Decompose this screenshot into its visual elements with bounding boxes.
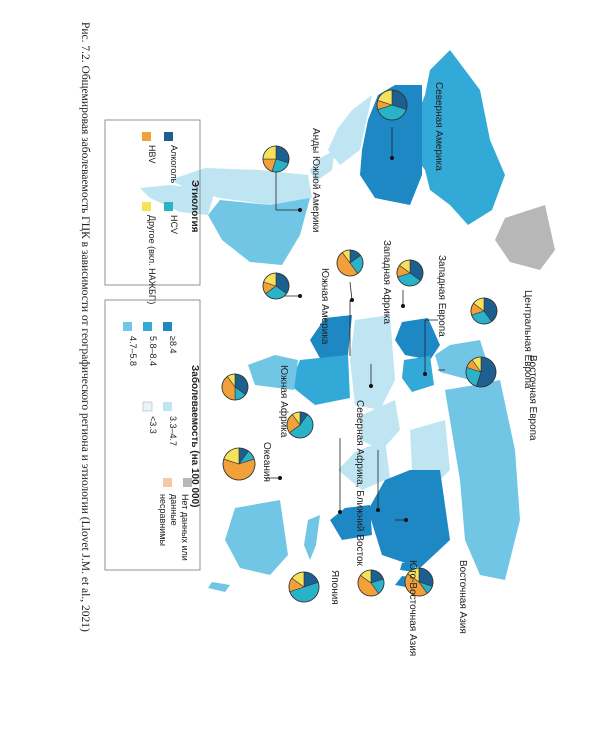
pie-outline — [396, 259, 424, 287]
swatch-inc-58-84 — [143, 322, 152, 331]
region-label: Анды Южной Америки — [310, 128, 321, 232]
swatch-inc-33-47 — [163, 402, 172, 411]
legend-label: Нет данных или данные несравнимы — [158, 494, 190, 561]
legend-label: <3.3 — [148, 416, 158, 434]
pie-western-africa — [336, 249, 364, 277]
legend-label: 5.8–8.4 — [148, 336, 158, 366]
map-region-central-africa — [290, 355, 350, 405]
region-label: Океания — [261, 442, 272, 482]
region-label: Южная Америка — [319, 268, 330, 345]
swatch-no-data — [183, 478, 192, 487]
world-map — [140, 50, 555, 592]
map-region-russia — [445, 380, 520, 580]
pie-southern-africa — [221, 373, 249, 401]
legend-label: 4.7–5.8 — [128, 336, 138, 366]
swatch-alcohol — [164, 132, 173, 141]
leader-dots — [278, 156, 427, 522]
region-label: Южная Африка — [278, 365, 290, 438]
pie-outline — [465, 356, 497, 388]
legend-etiology: Этиология Алкоголь HCV HBV Другое (вкл. … — [104, 119, 201, 304]
pie-outline — [262, 145, 290, 173]
pie-outline — [222, 447, 256, 481]
pie-western-europe — [396, 259, 424, 287]
pie-outline — [336, 249, 364, 277]
swatch-inc-47-58 — [123, 322, 132, 331]
pie-central-europe — [470, 297, 498, 325]
map-region-indonesia — [304, 515, 320, 560]
legend-etiology-box — [104, 119, 201, 286]
pie-outline — [470, 297, 498, 325]
legend-label: Алкоголь — [169, 145, 179, 183]
legend-label: HBV — [147, 145, 157, 164]
map-region-brazil — [208, 198, 310, 265]
pie-outline — [286, 411, 314, 439]
pie-eastern-europe — [465, 356, 497, 388]
pie-southeast-asia — [357, 569, 385, 597]
swatch-other — [142, 202, 151, 211]
region-label: Западная Европа — [436, 255, 447, 337]
legend-incidence-title: Заболеваемость (на 100 000) — [189, 365, 201, 507]
pie-outline — [357, 569, 385, 597]
figure-caption: Рис. 7.2. Общемировая заболеваемость ГЦК… — [79, 22, 91, 632]
region-label: Западная Африка — [381, 240, 393, 324]
pie-japan — [288, 571, 320, 603]
map-region-central-america — [310, 150, 335, 182]
swatch-inc-lt33 — [142, 401, 153, 412]
map-region-central-europe — [402, 356, 434, 392]
map-region-andes — [170, 168, 312, 205]
region-label: Восточная Азия — [457, 560, 468, 634]
legend-no-data-wrap: Нет данных или данные несравнимы — [158, 494, 190, 561]
map-region-west-africa — [310, 315, 352, 362]
region-label: Северная Америка — [433, 82, 444, 171]
map-region-canada — [410, 50, 505, 225]
legend-label: 3.3–4.7 — [168, 416, 178, 446]
pie-oceania — [222, 447, 256, 481]
map-region-australia — [225, 500, 288, 575]
pie-north-africa-middle-east — [286, 411, 314, 439]
legend-label: Другое (вкл. НАЖБП) — [147, 215, 157, 304]
pie-outline — [221, 373, 249, 401]
region-label: Восточная Европа — [527, 355, 538, 441]
pie-outline — [376, 89, 408, 121]
pie-north-america — [376, 89, 408, 121]
pie-outline — [288, 571, 320, 603]
pie-outline — [404, 567, 434, 597]
pie-andean-latin-america — [262, 145, 290, 173]
legend-incidence-items: ≥8.4 5.8–8.4 4.7–5.8 3.3–4.7 <3.3 Нет да… — [123, 322, 192, 561]
legend-label: HCV — [169, 215, 179, 234]
map-region-middle-east — [360, 400, 400, 450]
region-labels: Северная Америка Анды Южной Америки Южна… — [261, 82, 538, 656]
map-region-southern-cone — [140, 185, 215, 215]
legend-incidence-box — [104, 299, 201, 571]
leader-lines — [265, 127, 445, 521]
map-region-western-europe — [395, 318, 440, 360]
pie-outline — [262, 272, 290, 300]
swatch-hcv — [164, 202, 173, 211]
map-region-greenland — [495, 205, 555, 270]
legend-label: ≥8.4 — [168, 336, 178, 353]
legend-etiology-title: Этиология — [189, 180, 200, 233]
region-label: Юго-Восточная Азия — [407, 560, 418, 656]
map-region-mexico — [328, 95, 372, 165]
region-label: Япония — [329, 570, 340, 605]
swatch-not-comparable — [163, 478, 172, 487]
map-region-southern-africa — [248, 355, 298, 390]
swatch-inc-ge84 — [163, 322, 172, 331]
map-region-usa — [360, 85, 422, 205]
map-region-china — [368, 470, 450, 568]
map-region-north-africa — [350, 315, 395, 410]
map-region-new-zealand — [208, 582, 230, 592]
map-region-india — [338, 440, 390, 490]
region-label: Центральная Европа — [522, 290, 533, 389]
pie-south-america — [262, 272, 290, 300]
pie-east-asia — [404, 567, 434, 597]
swatch-hbv — [142, 132, 151, 141]
legend-incidence: Заболеваемость (на 100 000) ≥8.4 5.8–8.4… — [104, 299, 201, 571]
region-label: Северная Африка, Ближний Восток — [354, 400, 366, 567]
legend-etiology-items: Алкоголь HCV HBV Другое (вкл. НАЖБП) — [142, 132, 179, 304]
